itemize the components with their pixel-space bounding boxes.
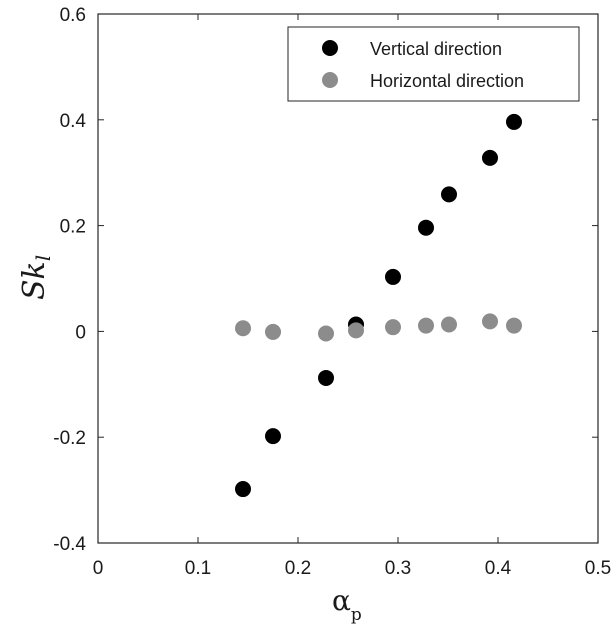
legend-marker-vertical xyxy=(322,40,338,56)
plot-area xyxy=(97,13,599,544)
horizontal-direction-point xyxy=(418,317,434,334)
vertical-direction-point xyxy=(418,219,434,236)
vertical-direction-point xyxy=(506,113,522,130)
y-tick-label: 0.2 xyxy=(60,217,86,238)
x-axis-label: αp xyxy=(332,584,362,625)
x-tick-label: 0.1 xyxy=(185,558,211,579)
x-axis: 0 0.1 0.2 0.3 0.4 0.5 xyxy=(93,14,611,579)
horizontal-direction-point xyxy=(441,316,457,333)
y-axis-label-main: Sk xyxy=(17,261,52,300)
x-tick-label: 0.4 xyxy=(485,558,512,579)
vertical-direction-point xyxy=(441,186,457,203)
y-axis-label: Skl xyxy=(17,255,55,300)
horizontal-direction-point xyxy=(385,319,401,336)
legend-label-horizontal: Horizontal direction xyxy=(370,71,524,91)
y-tick-label: 0 xyxy=(75,322,86,343)
x-tick-label: 0.2 xyxy=(285,558,311,579)
y-tick-label: 0.6 xyxy=(60,5,86,26)
horizontal-direction-point xyxy=(506,317,522,334)
vertical-direction-point xyxy=(482,149,498,166)
vertical-direction-point xyxy=(318,369,334,386)
x-tick-label: 0.5 xyxy=(585,558,611,579)
x-tick-label: 0.3 xyxy=(385,558,411,579)
legend-label-vertical: Vertical direction xyxy=(370,39,502,59)
legend-box xyxy=(287,26,580,102)
vertical-direction-point xyxy=(265,428,281,445)
y-tick-label: -0.2 xyxy=(53,428,86,449)
x-tick-label: 0 xyxy=(93,558,104,579)
y-axis: -0.4 -0.2 0 0.2 0.4 0.6 xyxy=(53,5,598,555)
x-axis-label-main: α xyxy=(332,584,351,617)
horizontal-direction-point xyxy=(348,322,364,339)
x-axis-label-subscript: p xyxy=(351,605,362,625)
legend-marker-horizontal xyxy=(322,72,338,88)
horizontal-direction-point xyxy=(265,323,281,340)
y-tick-label: 0.4 xyxy=(60,111,87,132)
vertical-direction-point xyxy=(385,268,401,285)
legend: Vertical direction Horizontal direction xyxy=(287,26,580,102)
y-axis-label-subscript: l xyxy=(31,255,55,261)
data-points xyxy=(235,113,522,498)
horizontal-direction-point xyxy=(318,325,334,342)
horizontal-direction-point xyxy=(482,313,498,330)
horizontal-direction-point xyxy=(235,320,251,337)
vertical-direction-point xyxy=(235,481,251,498)
y-tick-label: -0.4 xyxy=(53,534,86,555)
